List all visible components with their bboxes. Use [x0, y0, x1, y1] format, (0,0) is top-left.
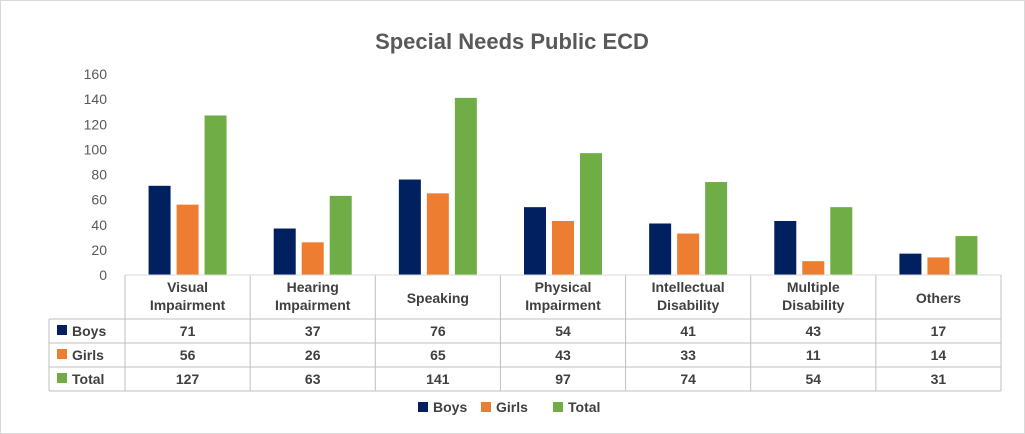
y-tick-label: 100 — [84, 141, 108, 157]
bar-boys — [649, 223, 672, 275]
table-cell: 127 — [176, 371, 200, 387]
bar-girls — [927, 257, 950, 275]
bar-boys — [398, 179, 421, 275]
table-cell: 31 — [931, 371, 947, 387]
legend-label: Girls — [496, 399, 528, 415]
table-cell: 33 — [680, 347, 696, 363]
category-label: Multiple Disability — [782, 279, 844, 313]
bar-girls — [677, 233, 700, 275]
table-key-boys — [57, 325, 67, 335]
bar-boys — [273, 228, 296, 275]
y-tick-label: 120 — [84, 116, 108, 132]
table-cell: 63 — [305, 371, 321, 387]
table-cell: 43 — [805, 323, 821, 339]
category-label: Visual Impairment — [150, 279, 226, 313]
bar-total — [580, 153, 602, 275]
bar-girls — [802, 261, 825, 275]
category-label: Hearing Impairment — [275, 279, 351, 313]
y-tick-label: 80 — [91, 167, 107, 183]
bar-total — [705, 182, 728, 275]
bar-total — [830, 207, 853, 275]
legend-swatch-boys — [418, 402, 428, 412]
table-cell: 71 — [180, 323, 196, 339]
table-row-label: Total — [72, 371, 104, 387]
legend: Boys Girls Total — [418, 399, 600, 415]
table-row-label: Girls — [72, 347, 104, 363]
bar-total — [329, 195, 352, 275]
table-row-label: Boys — [72, 323, 106, 339]
table-key-total — [57, 373, 67, 383]
table-cell: 26 — [305, 347, 321, 363]
table-cell: 37 — [305, 323, 321, 339]
bar-total — [955, 236, 978, 275]
bar-girls — [552, 220, 574, 275]
y-axis: 0 20 40 60 80 100 120 140 160 — [84, 66, 108, 283]
y-tick-label: 40 — [91, 217, 107, 233]
category-label: Speaking — [407, 290, 469, 306]
table-cell: 74 — [680, 371, 696, 387]
bar-boys — [899, 253, 922, 275]
legend-swatch-girls — [481, 402, 491, 412]
bar-girls — [426, 193, 449, 275]
y-tick-label: 20 — [91, 242, 107, 258]
table-cell: 76 — [430, 323, 446, 339]
y-tick-label: 60 — [91, 192, 107, 208]
bars — [148, 97, 978, 276]
data-table: Visual Impairment Hearing Impairment Speakin… — [48, 274, 1002, 392]
table-cell: 54 — [555, 323, 571, 339]
legend-label: Boys — [433, 399, 467, 415]
table-cell: 43 — [555, 347, 571, 363]
bar-total — [204, 115, 227, 275]
table-cell: 17 — [931, 323, 947, 339]
bar-boys — [524, 207, 546, 275]
legend-label: Total — [568, 399, 600, 415]
table-cell: 56 — [180, 347, 196, 363]
y-tick-label: 140 — [84, 91, 108, 107]
table-cell: 14 — [931, 347, 947, 363]
bar-girls — [301, 242, 324, 275]
category-label: Others — [916, 290, 961, 306]
bar-boys — [774, 220, 797, 275]
table-cell: 65 — [430, 347, 446, 363]
y-tick-label: 160 — [84, 66, 108, 82]
bar-boys — [148, 185, 171, 275]
table-cell: 11 — [806, 347, 821, 363]
table-cell: 41 — [680, 323, 696, 339]
table-cell: 54 — [805, 371, 821, 387]
category-label: Physical Impairment — [525, 279, 601, 313]
table-cell: 141 — [426, 371, 450, 387]
y-tick-label: 0 — [99, 267, 107, 283]
table-cell: 97 — [555, 371, 571, 387]
table-key-girls — [57, 349, 67, 359]
chart-title: Special Needs Public ECD — [375, 29, 649, 54]
legend-swatch-total — [553, 402, 563, 412]
bar-girls — [176, 204, 199, 275]
bar-total — [454, 97, 477, 276]
category-label: Intellectual Disability — [652, 279, 725, 313]
